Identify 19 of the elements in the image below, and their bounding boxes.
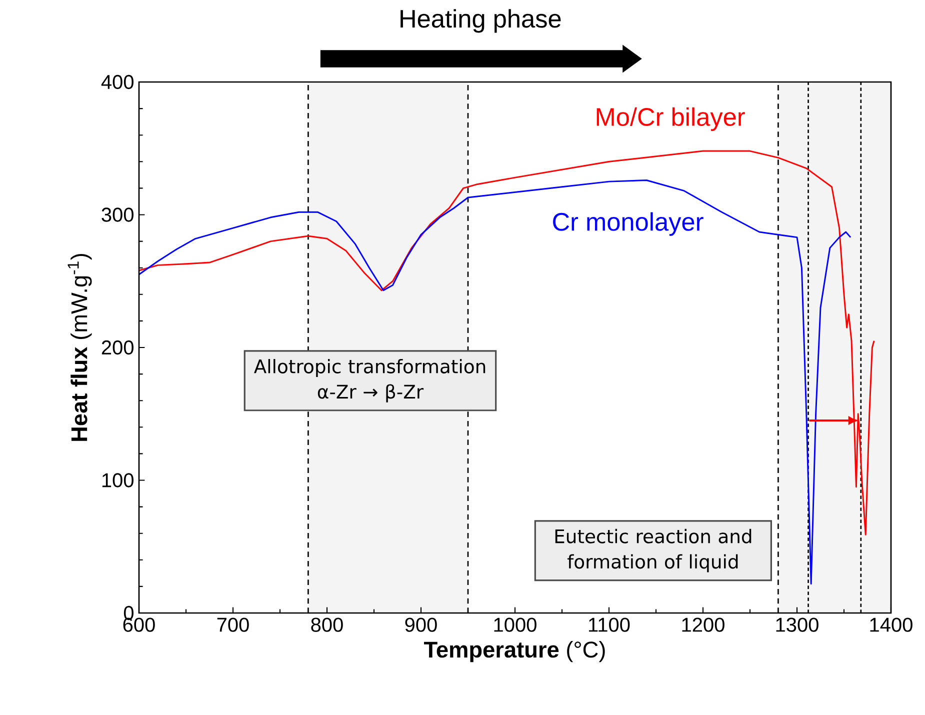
- series-label: Mo/Cr bilayer: [596, 107, 745, 131]
- x-tick-label: 1200: [682, 618, 724, 632]
- annotation: Allotropic transformation α-Zr → β-Zr: [254, 358, 486, 402]
- y-tick-label: 300: [102, 208, 134, 222]
- x-tick-label: 800: [311, 618, 343, 632]
- text: Heating phase: [400, 9, 561, 33]
- x-tick-label: 1300: [776, 618, 818, 632]
- x-tick-label: 1100: [589, 618, 630, 632]
- y-axis-title: Heat flux (mW.g$^{-1}$): [68, 254, 92, 441]
- y-tick-label: 400: [101, 74, 134, 90]
- x-tick-label: 1000: [494, 618, 536, 632]
- x-axis-title: Temperature (°C): [424, 641, 605, 662]
- x-tick-label: 700: [217, 618, 249, 632]
- series-label: Cr monolayer: [553, 212, 704, 236]
- y-tick-label: 200: [102, 340, 134, 355]
- x-tick-label: 1400: [870, 618, 912, 632]
- y-tick-label: 100: [102, 473, 134, 488]
- x-tick-label: 900: [405, 618, 437, 632]
- annotation: Eutectic reaction and formation of liquid: [555, 528, 752, 572]
